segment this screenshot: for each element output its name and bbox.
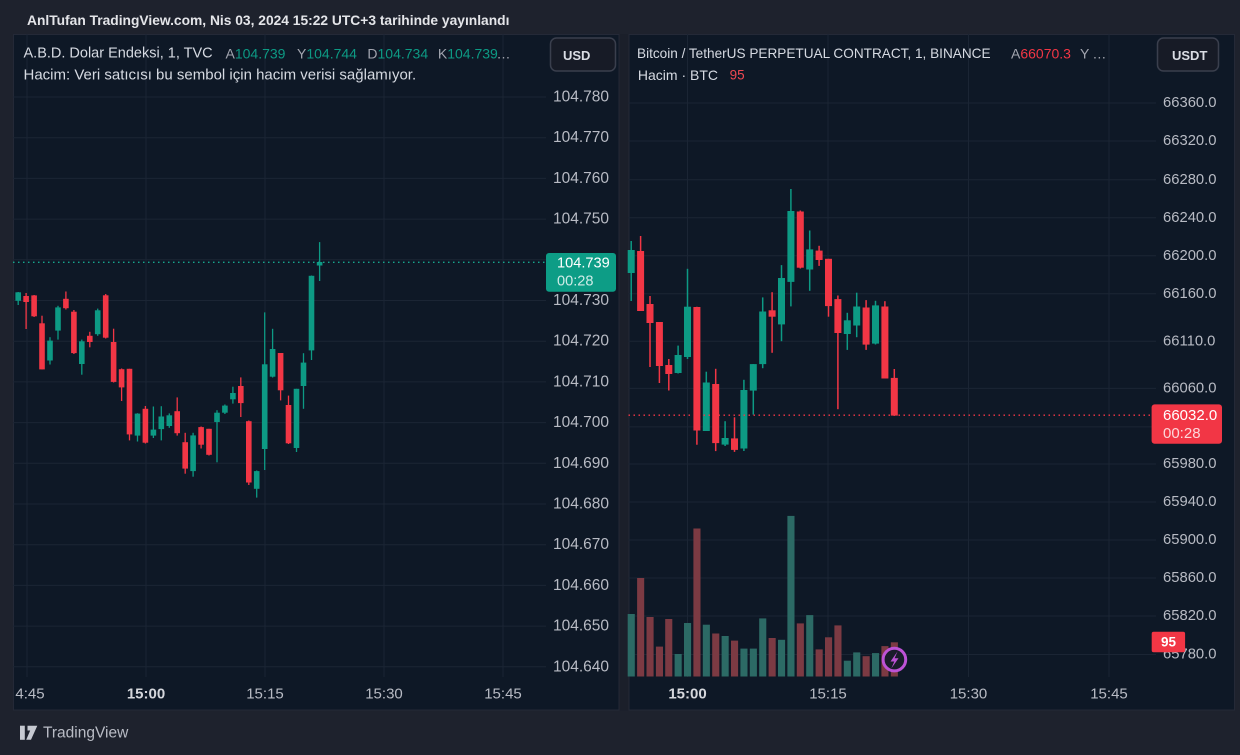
svg-text:104.640: 104.640 bbox=[553, 658, 609, 675]
svg-text:K104.739: K104.739 bbox=[438, 46, 498, 62]
svg-text:66110.0: 66110.0 bbox=[1163, 333, 1215, 349]
svg-text:15:00: 15:00 bbox=[668, 686, 706, 703]
svg-text:A.B.D. Dolar Endeksi, 1, TVC: A.B.D. Dolar Endeksi, 1, TVC bbox=[24, 46, 213, 62]
svg-text:Y104.744: Y104.744 bbox=[297, 46, 357, 62]
svg-text:104.660: 104.660 bbox=[553, 577, 609, 594]
svg-text:15:45: 15:45 bbox=[1090, 686, 1128, 703]
svg-text:15:15: 15:15 bbox=[246, 686, 284, 703]
svg-text:66160.0: 66160.0 bbox=[1163, 286, 1217, 302]
svg-text:15:15: 15:15 bbox=[809, 686, 847, 703]
svg-text:USDT: USDT bbox=[1172, 48, 1207, 63]
svg-text:Bitcoin / TetherUS PERPETUAL C: Bitcoin / TetherUS PERPETUAL CONTRACT, 1… bbox=[637, 46, 991, 61]
svg-text:65820.0: 65820.0 bbox=[1163, 608, 1217, 624]
svg-text:104.690: 104.690 bbox=[553, 455, 609, 472]
svg-text:95: 95 bbox=[1161, 635, 1177, 650]
svg-text:Hacim: Veri satıcısı bu sembol: Hacim: Veri satıcısı bu sembol için haci… bbox=[24, 67, 417, 84]
svg-text:15:30: 15:30 bbox=[950, 686, 988, 703]
svg-text:104.670: 104.670 bbox=[553, 536, 609, 553]
svg-text:104.710: 104.710 bbox=[553, 373, 609, 390]
svg-text:65980.0: 65980.0 bbox=[1163, 456, 1217, 472]
svg-text:66240.0: 66240.0 bbox=[1163, 210, 1217, 226]
svg-text:…: … bbox=[497, 46, 511, 62]
svg-text:65860.0: 65860.0 bbox=[1163, 570, 1217, 586]
svg-text:95: 95 bbox=[730, 68, 745, 83]
svg-text:104.730: 104.730 bbox=[553, 292, 609, 309]
svg-text:104.650: 104.650 bbox=[553, 618, 609, 635]
svg-text:104.700: 104.700 bbox=[553, 414, 609, 431]
svg-text:104.739: 104.739 bbox=[557, 256, 610, 272]
svg-text:66360.0: 66360.0 bbox=[1163, 95, 1217, 111]
svg-text:A66070.3: A66070.3 bbox=[1011, 46, 1071, 62]
svg-text:USD: USD bbox=[563, 48, 590, 63]
svg-text:104.680: 104.680 bbox=[553, 496, 609, 513]
svg-text:15:45: 15:45 bbox=[484, 686, 522, 703]
svg-text:66280.0: 66280.0 bbox=[1163, 172, 1217, 188]
svg-text:66200.0: 66200.0 bbox=[1163, 248, 1217, 264]
svg-text:104.720: 104.720 bbox=[553, 333, 609, 350]
svg-text:66320.0: 66320.0 bbox=[1163, 133, 1217, 149]
svg-text:Hacim · BTC: Hacim · BTC bbox=[638, 67, 718, 83]
svg-text:AnlTufan TradingView.com, Nis: AnlTufan TradingView.com, Nis 03, 2024 1… bbox=[27, 13, 509, 28]
svg-text:Y…: Y… bbox=[1080, 46, 1106, 62]
svg-text:104.750: 104.750 bbox=[553, 211, 609, 228]
svg-text:A104.739: A104.739 bbox=[226, 46, 286, 62]
svg-text:66060.0: 66060.0 bbox=[1163, 380, 1217, 396]
svg-text:15:30: 15:30 bbox=[365, 686, 403, 703]
svg-text:104.770: 104.770 bbox=[553, 129, 609, 146]
svg-text:15:00: 15:00 bbox=[127, 686, 165, 703]
svg-text:104.760: 104.760 bbox=[553, 170, 609, 187]
svg-text:65940.0: 65940.0 bbox=[1163, 494, 1217, 510]
svg-text:4:45: 4:45 bbox=[15, 686, 44, 703]
svg-text:00:28: 00:28 bbox=[557, 274, 594, 290]
svg-text:00:28: 00:28 bbox=[1163, 425, 1201, 442]
svg-text:65900.0: 65900.0 bbox=[1163, 532, 1217, 548]
svg-text:TradingView: TradingView bbox=[43, 725, 129, 742]
svg-text:104.780: 104.780 bbox=[553, 89, 609, 106]
svg-text:D104.734: D104.734 bbox=[367, 46, 428, 62]
svg-text:66032.0: 66032.0 bbox=[1163, 407, 1217, 424]
